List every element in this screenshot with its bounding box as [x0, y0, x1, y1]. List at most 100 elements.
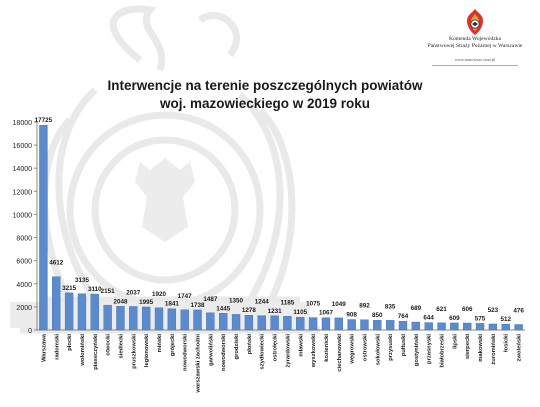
- data-label: 764: [398, 313, 409, 320]
- data-label: 1445: [216, 305, 231, 312]
- data-label: 1244: [255, 299, 270, 306]
- category-label: siedlecki: [118, 334, 124, 359]
- data-label: 892: [359, 303, 370, 310]
- bar: [270, 315, 279, 331]
- category-label: białobrzeski: [440, 334, 446, 368]
- bar: [308, 317, 318, 331]
- category-label: kozienicki: [324, 334, 330, 362]
- data-label: 1841: [165, 301, 180, 308]
- category-label: gostyniński: [414, 334, 420, 367]
- bar: [424, 322, 433, 331]
- bar: [64, 292, 74, 331]
- bar: [385, 320, 395, 331]
- data-label: 1350: [229, 297, 244, 304]
- data-label: 2151: [101, 288, 116, 295]
- data-label: 1049: [332, 301, 347, 308]
- category-label: sierpecki: [465, 334, 471, 360]
- y-tick-label: 18000: [13, 120, 33, 127]
- data-label: 644: [423, 315, 434, 322]
- bar: [167, 308, 177, 331]
- bar: [373, 319, 382, 331]
- category-label: zwoleński: [517, 334, 523, 362]
- bar: [180, 309, 189, 331]
- y-tick-label: 12000: [13, 189, 33, 196]
- bar: [360, 319, 369, 331]
- data-label: 689: [411, 305, 422, 312]
- y-tick-label: 6000: [16, 259, 32, 266]
- bar: [257, 315, 266, 331]
- data-label: 1920: [152, 291, 167, 298]
- category-label: mławski: [298, 334, 304, 357]
- data-label: 476: [513, 307, 524, 314]
- bar: [39, 124, 48, 331]
- bar: [77, 293, 87, 331]
- bar: [450, 322, 459, 331]
- category-label: pułtuski: [401, 334, 407, 357]
- logo-line-1: Komenda Wojewódzka: [448, 36, 502, 42]
- data-label: 606: [462, 306, 473, 313]
- data-label: 1067: [319, 310, 334, 317]
- data-label: 1231: [268, 308, 283, 315]
- y-tick-label: 2000: [16, 305, 32, 312]
- bar: [475, 323, 485, 331]
- category-label: szydłowiecki: [260, 334, 266, 370]
- data-label: 3215: [62, 285, 77, 292]
- data-label: 621: [436, 306, 447, 313]
- category-label: pruszkowski: [131, 334, 137, 369]
- data-label: 2048: [113, 298, 128, 305]
- y-tick-label: 0: [28, 328, 32, 335]
- category-label: płocki: [67, 334, 73, 351]
- category-label: ciechanowski: [337, 334, 343, 372]
- bar: [283, 316, 292, 331]
- data-label: 1075: [306, 301, 321, 308]
- bar: [321, 317, 331, 331]
- category-label: nowodworski: [221, 334, 227, 371]
- bar: [463, 322, 472, 331]
- category-label: grójecki: [170, 334, 176, 357]
- logo-divider: [432, 65, 518, 66]
- bar: [296, 317, 305, 331]
- bar: [103, 304, 112, 331]
- bar: [231, 314, 241, 331]
- data-label: 1995: [139, 299, 154, 306]
- data-label: 1105: [293, 309, 307, 316]
- category-label: radomski: [54, 334, 60, 360]
- data-label: 1487: [203, 296, 218, 303]
- y-tick-label: 14000: [13, 166, 33, 173]
- chart-subtitle: woj. mazowieckiego w 2019 roku: [159, 96, 371, 111]
- bar: [501, 323, 510, 331]
- category-label: łosicki: [504, 334, 510, 352]
- data-label: 3135: [75, 277, 90, 284]
- bar: [129, 306, 138, 331]
- data-label: 1747: [178, 293, 193, 300]
- category-label: nowodworski: [183, 334, 189, 371]
- category-label: żuromiński: [491, 334, 497, 365]
- category-label: grodziski: [234, 334, 240, 360]
- bar: [193, 309, 202, 331]
- category-label: lipski: [452, 334, 458, 349]
- category-label: przysuski: [388, 334, 394, 361]
- bar: [398, 320, 408, 331]
- bar: [116, 306, 125, 331]
- bar: [488, 323, 498, 331]
- category-label: ostrowski: [362, 334, 368, 361]
- data-label: 609: [449, 315, 460, 322]
- data-label: 4612: [49, 260, 64, 267]
- y-tick-label: 8000: [16, 236, 32, 243]
- category-label: węgrowski: [350, 334, 356, 365]
- bar: [206, 312, 215, 331]
- data-label: 2037: [126, 289, 141, 296]
- data-label: 835: [385, 303, 396, 310]
- chart-title: Interwencje na terenie poszczególnych po…: [107, 78, 423, 93]
- bar: [411, 321, 421, 331]
- y-tick-label: 16000: [13, 143, 33, 150]
- category-label: Warszawa: [41, 333, 47, 362]
- data-label: 1185: [281, 299, 295, 306]
- data-label: 850: [372, 312, 383, 319]
- data-label: 1278: [242, 307, 257, 314]
- category-label: żyrardowski: [285, 334, 291, 368]
- data-label: 17725: [35, 117, 53, 124]
- data-label: 523: [488, 307, 499, 314]
